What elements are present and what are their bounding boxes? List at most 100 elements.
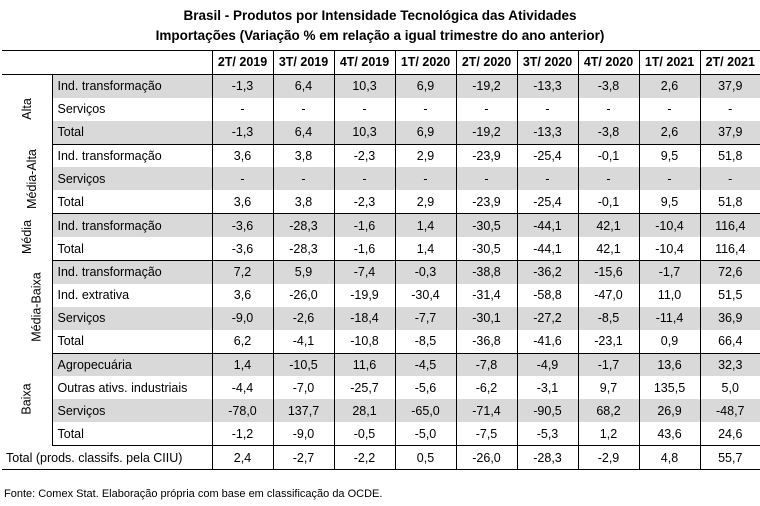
value-cell: 2,4 <box>211 445 273 471</box>
value-cell: 137,7 <box>272 399 334 423</box>
value-cell: -6,2 <box>455 376 517 400</box>
table-row: Total 6,2 -4,1 -10,8 -8,5 -36,8 -41,6 -23,1 0,9 6… <box>2 329 760 354</box>
value-cell: -0,3 <box>394 260 456 284</box>
value-cell: -36,8 <box>455 329 517 354</box>
value-cell: 5,0 <box>699 376 760 400</box>
value-cell: -13,3 <box>516 120 578 145</box>
column-header: 3T/ 2020 <box>516 50 578 75</box>
value-cell: - <box>516 167 578 191</box>
value-cell: - <box>699 167 760 191</box>
value-cell: -15,6 <box>577 260 639 284</box>
value-cell: -3,8 <box>577 120 639 145</box>
value-cell: -3,6 <box>211 237 273 262</box>
value-cell: 3,8 <box>272 190 334 215</box>
grand-total-row: Total (prods. classifs. pela CIIU) 2,4 -2,… <box>2 445 760 471</box>
value-cell: 3,6 <box>211 283 273 307</box>
source-note: Fonte: Comex Stat. Elaboração própria co… <box>4 488 383 500</box>
value-cell: -7,7 <box>394 306 456 330</box>
value-cell: -3,6 <box>211 213 273 238</box>
value-cell: 51,5 <box>699 283 760 307</box>
table-row: Serviços -9,0 -2,6 -18,4 -7,7 -30,1 -27,2 -8,5-… <box>2 306 760 330</box>
column-header: 4T/ 2020 <box>577 50 639 75</box>
value-cell: -10,4 <box>638 213 700 238</box>
value-cell: -30,1 <box>455 306 517 330</box>
table-row: Média-Alta Ind. transformação 3,6 3,8 -2,3 2,… <box>2 144 760 214</box>
group-label: Média <box>19 220 34 255</box>
table-row: Alta Ind. transformação -1,3 6,4 10,3 6,9 -19,… <box>2 74 760 145</box>
row-label: Ind. transformação <box>52 213 212 238</box>
value-cell: -78,0 <box>211 399 273 423</box>
table-row: Baixa Agropecuária 1,4 -10,5 11,6 -4,5 -7,8 -4,… <box>2 353 760 446</box>
value-cell: - <box>638 97 700 121</box>
table-row: Total -1,3 6,4 10,3 6,9 -19,2 -13,3 -3,8 2,6 37,9 <box>2 120 760 145</box>
value-cell: -19,9 <box>333 283 395 307</box>
value-cell: -1,3 <box>211 74 273 98</box>
table-row: Média-Baixa Ind. transformação 7,2 5,9 -7,4-… <box>2 260 760 354</box>
value-cell: -25,7 <box>333 376 395 400</box>
value-cell: -58,8 <box>516 283 578 307</box>
group-label-cell: Média <box>2 213 53 261</box>
value-cell: 116,4 <box>699 213 760 238</box>
value-cell: -0,1 <box>577 144 639 168</box>
value-cell: -26,0 <box>455 445 517 471</box>
value-cell: 51,8 <box>699 190 760 215</box>
value-cell: -23,9 <box>455 144 517 168</box>
value-cell: 6,2 <box>211 329 273 354</box>
row-label: Total <box>52 329 212 354</box>
value-cell: - <box>272 167 334 191</box>
value-cell: -4,9 <box>516 353 578 377</box>
value-cell: -8,5 <box>394 329 456 354</box>
value-cell: -4,4 <box>211 376 273 400</box>
value-cell: -1,7 <box>577 353 639 377</box>
value-cell: 66,4 <box>699 329 760 354</box>
value-cell: -90,5 <box>516 399 578 423</box>
value-cell: -1,6 <box>333 213 395 238</box>
row-label: Ind. extrativa <box>57 288 130 303</box>
value-cell: - <box>211 167 273 191</box>
value-cell: -30,5 <box>455 237 517 262</box>
column-header: 3T/ 2019 <box>272 50 334 75</box>
value-cell: 1,4 <box>394 213 456 238</box>
value-cell: -44,1 <box>516 237 578 262</box>
value-cell: 0,5 <box>394 445 456 471</box>
table-row: Serviços - - - - - - - - - <box>2 167 760 191</box>
value-cell: -30,4 <box>394 283 456 307</box>
value-cell: - <box>394 167 456 191</box>
group-label: Média-Alta <box>24 149 39 209</box>
group-label-cell: Média-Alta <box>2 144 53 214</box>
value-cell: -2,3 <box>333 144 395 168</box>
group-label: Baixa <box>19 383 34 415</box>
value-cell: 32,3 <box>699 353 760 377</box>
row-label: Ind. transformação <box>52 260 212 284</box>
value-cell: 42,1 <box>577 237 639 262</box>
value-cell: 28,1 <box>333 399 395 423</box>
value-cell: 11,0 <box>638 283 700 307</box>
value-cell: 3,8 <box>272 144 334 168</box>
value-cell: -5,6 <box>394 376 456 400</box>
value-cell: -25,4 <box>516 190 578 215</box>
value-cell: -23,1 <box>577 329 639 354</box>
value-cell: 9,7 <box>577 376 639 400</box>
value-cell: 6,4 <box>272 74 334 98</box>
value-cell: -8,5 <box>577 306 639 330</box>
value-cell: -2,3 <box>333 190 395 215</box>
value-cell: 7,2 <box>211 260 273 284</box>
value-cell: -2,9 <box>577 445 639 471</box>
row-label: Serviços <box>52 306 212 330</box>
row-label: Ind. transformação <box>52 74 212 98</box>
value-cell: -2,2 <box>333 445 395 471</box>
value-cell: - <box>455 97 517 121</box>
value-cell: 116,4 <box>699 237 760 262</box>
group-label-cell: Baixa <box>2 353 53 446</box>
value-cell: 0,9 <box>638 329 700 354</box>
row-label: Serviços <box>57 102 106 117</box>
value-cell: -19,2 <box>455 74 517 98</box>
table-row: Serviços -78,0 137,7 28,1 -65,0 -71,4 -90,5 68,… <box>2 399 760 423</box>
table-title: Brasil - Produtos por Intensidade Tecnol… <box>183 8 577 23</box>
value-cell: 68,2 <box>577 399 639 423</box>
value-cell: -4,1 <box>272 329 334 354</box>
value-cell: -1,7 <box>638 260 700 284</box>
value-cell: 2,9 <box>394 144 456 168</box>
value-cell: 24,6 <box>699 422 760 447</box>
value-cell: 26,9 <box>638 399 700 423</box>
